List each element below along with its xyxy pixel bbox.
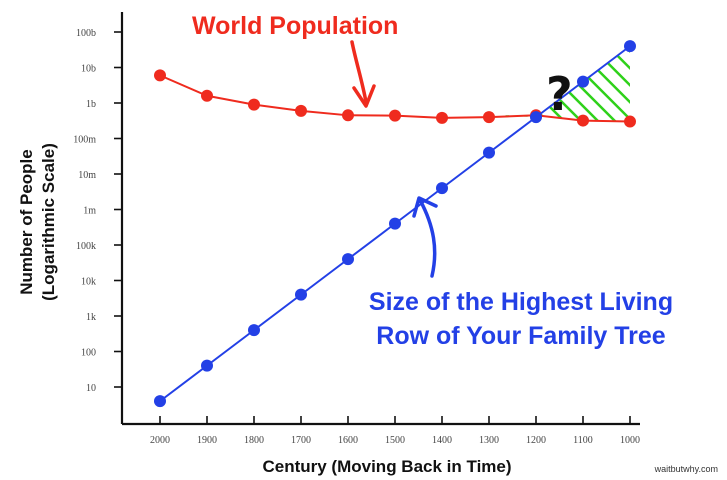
blue-arrowhead: [412, 196, 438, 218]
x-tick-label: 1800: [244, 435, 264, 446]
family-tree-point: [530, 111, 542, 124]
x-tick-label: 2000: [150, 435, 170, 446]
y-tick-label: 100m: [73, 135, 96, 146]
red-arrow: [350, 40, 368, 104]
world-population-point: [295, 104, 307, 117]
y-tick-label: 100b: [76, 28, 96, 39]
x-tick-label: 1900: [197, 435, 217, 446]
family-tree-point: [201, 359, 213, 372]
world-population-label: World Population: [192, 12, 398, 40]
unknown-region-hatch: [491, 46, 630, 122]
blue-arrow: [418, 198, 437, 278]
y-tick-label: 1k: [86, 312, 96, 323]
y-axis-title-line1: Number of People: [17, 149, 36, 294]
x-tick-label: 1300: [479, 435, 499, 446]
family-tree-label-line1: Size of the Highest Living: [369, 288, 673, 316]
series-layer: [154, 40, 636, 408]
x-tick-label: 1000: [620, 435, 640, 446]
x-tick-label: 1200: [526, 435, 546, 446]
y-tick-label: 100: [81, 348, 96, 359]
family-tree-label-line2: Row of Your Family Tree: [376, 322, 666, 350]
y-tick-label: 1m: [83, 206, 96, 217]
family-tree-point: [154, 395, 166, 408]
world-population-point: [201, 89, 213, 102]
y-tick-label: 10k: [81, 277, 96, 288]
world-population-point: [389, 109, 401, 122]
y-ticks: 10 100 1k 10k 100k 1m 10m 100m 1b 10b 100b: [73, 28, 122, 394]
family-tree-point: [295, 288, 307, 301]
world-population-point: [436, 111, 448, 124]
y-tick-label: 100k: [76, 241, 96, 252]
family-tree-point: [389, 217, 401, 230]
world-population-point: [342, 109, 354, 122]
family-tree-point: [436, 182, 448, 195]
x-tick-label: 1100: [573, 435, 593, 446]
world-population-point: [577, 114, 589, 127]
family-tree-point: [483, 146, 495, 159]
y-tick-label: 1b: [86, 99, 96, 110]
x-tick-label: 1400: [432, 435, 452, 446]
world-population-point: [624, 115, 636, 128]
family-tree-point: [248, 324, 260, 337]
question-mark: ?: [546, 67, 573, 121]
y-tick-label: 10m: [78, 170, 96, 181]
x-tick-label: 1500: [385, 435, 405, 446]
x-axis-title: Century (Moving Back in Time): [262, 457, 511, 476]
y-tick-label: 10b: [81, 64, 96, 75]
world-population-point: [483, 111, 495, 124]
x-ticks: 2000 1900 1800 1700 1600 1500 1400 1300 1200 1100…: [150, 416, 640, 446]
red-arrowhead: [352, 84, 376, 108]
world-population-point: [154, 69, 166, 82]
credit-text: waitbutwhy.com: [654, 464, 718, 474]
family-tree-point: [624, 40, 636, 53]
world-population-point: [248, 98, 260, 111]
y-tick-label: 10: [86, 383, 96, 394]
family-tree-point: [577, 75, 589, 88]
x-tick-label: 1600: [338, 435, 358, 446]
family-tree-point: [342, 253, 354, 266]
y-axis-title-line2: (Logarithmic Scale): [39, 143, 58, 301]
x-tick-label: 1700: [291, 435, 311, 446]
